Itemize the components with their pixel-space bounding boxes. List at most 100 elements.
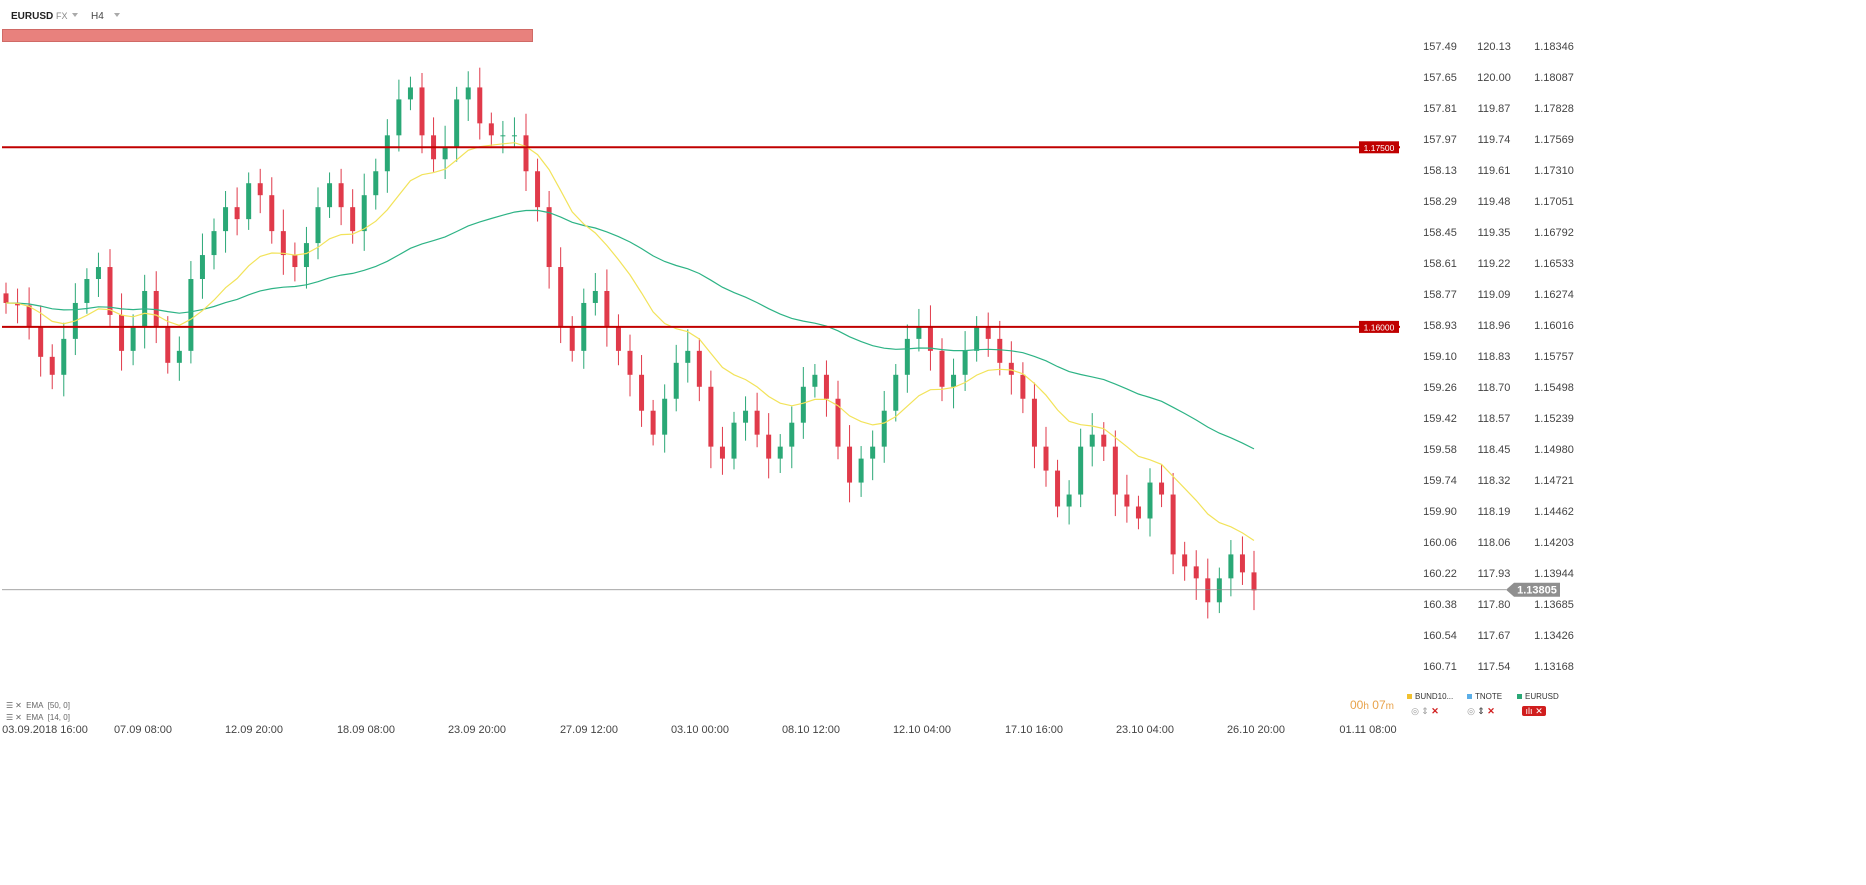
indicator-row[interactable]: ☰ ✕ EMA [50, 0] bbox=[6, 700, 72, 712]
close-icon[interactable]: ✕ bbox=[1535, 706, 1543, 716]
candle-down bbox=[627, 350, 633, 375]
exchange-label[interactable]: FX bbox=[56, 11, 68, 21]
candle-type-icon[interactable]: ılı bbox=[1525, 706, 1533, 716]
price-tick-label: 160.22 bbox=[1423, 568, 1457, 580]
compare-symbol-eurusd[interactable]: EURUSD bbox=[1517, 692, 1559, 701]
time-tick-label: 01.11 08:00 bbox=[1339, 724, 1396, 736]
close-icon[interactable]: ✕ bbox=[1431, 706, 1439, 716]
candle-up bbox=[188, 279, 194, 351]
price-tick-label: 1.15239 bbox=[1534, 413, 1574, 425]
candle-up bbox=[384, 135, 390, 172]
candle-up bbox=[396, 99, 402, 136]
price-tick-label: 119.22 bbox=[1478, 258, 1511, 270]
candle-down bbox=[1031, 398, 1037, 447]
compare-symbol-tnote[interactable]: TNOTE bbox=[1467, 692, 1502, 701]
candle-down bbox=[292, 255, 298, 268]
candle-down bbox=[1135, 506, 1141, 519]
candle-down bbox=[535, 171, 541, 208]
candle-down bbox=[939, 350, 945, 387]
level-label: 1.17500 bbox=[1364, 143, 1395, 153]
candle-up bbox=[662, 398, 668, 435]
price-tick-label: 118.19 bbox=[1478, 506, 1511, 518]
candle-up bbox=[1147, 482, 1153, 519]
candle-down bbox=[1182, 554, 1188, 567]
candle-down bbox=[1193, 566, 1199, 579]
candle-up bbox=[685, 350, 691, 363]
candle-down bbox=[997, 338, 1003, 363]
price-tick-label: 1.15757 bbox=[1534, 351, 1574, 363]
candle-down bbox=[280, 231, 286, 256]
candle-down bbox=[1101, 434, 1107, 447]
candle-down bbox=[1251, 572, 1257, 591]
exchange-chevron-down-icon[interactable] bbox=[72, 13, 78, 17]
price-tick-label: 118.06 bbox=[1478, 537, 1511, 549]
price-tick-label: 157.65 bbox=[1423, 72, 1457, 84]
remove-icon[interactable]: ✕ bbox=[15, 701, 22, 710]
price-tick-label: 118.83 bbox=[1478, 351, 1511, 363]
time-tick-label: 17.10 16:00 bbox=[1005, 724, 1063, 736]
candle-up bbox=[789, 422, 795, 447]
time-tick-label: 03.09.2018 16:00 bbox=[2, 724, 88, 736]
close-icon[interactable]: ✕ bbox=[1487, 706, 1495, 716]
reorder-icon[interactable]: ⇕ bbox=[1477, 706, 1485, 716]
candle-down bbox=[1159, 482, 1165, 495]
price-tick-label: 159.10 bbox=[1423, 351, 1457, 363]
candle-up bbox=[673, 362, 679, 399]
candle-down bbox=[604, 290, 610, 327]
price-tick-label: 119.35 bbox=[1478, 227, 1511, 239]
symbol-label[interactable]: EURUSD bbox=[11, 11, 54, 22]
price-tick-label: 1.18087 bbox=[1534, 72, 1574, 84]
price-tick-label: 159.58 bbox=[1423, 444, 1457, 456]
candle-down bbox=[488, 123, 494, 136]
candle-down bbox=[1112, 446, 1118, 495]
price-tick-label: 160.38 bbox=[1423, 599, 1457, 611]
candle-up bbox=[327, 183, 333, 208]
candle-down bbox=[49, 356, 55, 375]
candle-down bbox=[1020, 374, 1026, 399]
price-tick-label: 159.42 bbox=[1423, 413, 1457, 425]
candle-up bbox=[1066, 494, 1072, 507]
price-tick-label: 117.67 bbox=[1478, 630, 1511, 642]
candle-up bbox=[1216, 578, 1222, 603]
settings-icon[interactable]: ☰ bbox=[6, 713, 14, 722]
reorder-icon[interactable]: ⇕ bbox=[1421, 706, 1429, 716]
price-tick-label: 1.17051 bbox=[1534, 196, 1574, 208]
current-price-label: 1.13805 bbox=[1517, 585, 1557, 597]
candle-down bbox=[338, 183, 344, 208]
candle-down bbox=[165, 326, 171, 363]
eurusd-controls-box: ılı ✕ bbox=[1522, 706, 1546, 716]
timeframe-chevron-down-icon[interactable] bbox=[114, 13, 120, 17]
eye-icon[interactable]: ◎ bbox=[1411, 706, 1419, 716]
price-tick-label: 118.45 bbox=[1478, 444, 1511, 456]
settings-icon[interactable]: ☰ bbox=[6, 701, 14, 710]
alert-bar[interactable] bbox=[2, 29, 533, 42]
candle-up bbox=[951, 374, 957, 387]
candle-down bbox=[38, 326, 44, 357]
price-tick-label: 1.16792 bbox=[1534, 227, 1574, 239]
candle-down bbox=[1008, 362, 1014, 375]
candle-down bbox=[546, 207, 552, 268]
candle-up bbox=[1228, 554, 1234, 579]
eye-icon[interactable]: ◎ bbox=[1467, 706, 1475, 716]
candle-up bbox=[176, 350, 182, 363]
compare-symbol-bund[interactable]: BUND10... bbox=[1407, 692, 1453, 701]
price-tick-label: 159.74 bbox=[1423, 475, 1457, 487]
candle-down bbox=[153, 290, 159, 327]
candle-up bbox=[246, 183, 252, 220]
price-tick-label: 119.61 bbox=[1478, 165, 1511, 177]
price-tick-label: 1.13685 bbox=[1534, 599, 1574, 611]
time-tick-label: 08.10 12:00 bbox=[782, 724, 840, 736]
timeframe-selector[interactable]: H4 bbox=[91, 11, 104, 22]
price-tick-label: 117.93 bbox=[1478, 568, 1511, 580]
remove-icon[interactable]: ✕ bbox=[15, 713, 22, 722]
candle-up bbox=[731, 422, 737, 459]
candle-up bbox=[858, 458, 864, 483]
price-tick-label: 160.71 bbox=[1423, 661, 1457, 673]
indicator-row[interactable]: ☰ ✕ EMA [14, 0] bbox=[6, 712, 72, 724]
candle-down bbox=[15, 302, 21, 306]
candle-up bbox=[974, 326, 980, 351]
price-tick-label: 1.16274 bbox=[1534, 289, 1574, 301]
candle-up bbox=[211, 231, 217, 256]
chart-toolbar: EURUSD FX H4 bbox=[0, 0, 1400, 28]
